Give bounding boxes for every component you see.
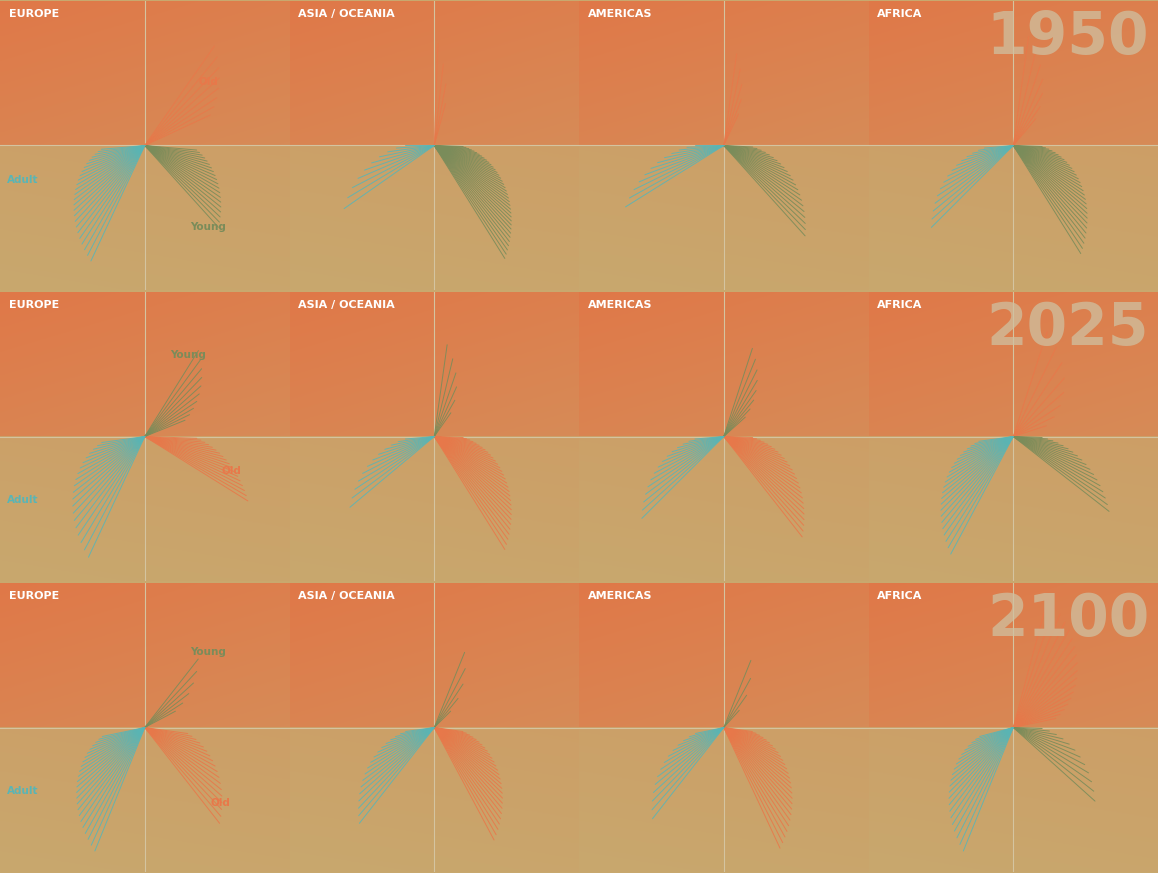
Text: ASIA / OCEANIA: ASIA / OCEANIA bbox=[299, 10, 395, 19]
Text: AMERICAS: AMERICAS bbox=[587, 300, 652, 311]
Text: Young: Young bbox=[191, 647, 226, 657]
Text: Young: Young bbox=[170, 350, 206, 361]
Text: Adult: Adult bbox=[7, 495, 39, 505]
Text: AMERICAS: AMERICAS bbox=[587, 591, 652, 601]
Text: Adult: Adult bbox=[7, 175, 39, 185]
Text: 1950: 1950 bbox=[987, 10, 1149, 66]
Text: EUROPE: EUROPE bbox=[9, 10, 59, 19]
Text: Young: Young bbox=[191, 222, 226, 231]
Text: EUROPE: EUROPE bbox=[9, 591, 59, 601]
Text: Adult: Adult bbox=[7, 787, 39, 796]
Text: AFRICA: AFRICA bbox=[878, 300, 923, 311]
Text: AMERICAS: AMERICAS bbox=[587, 10, 652, 19]
Text: Old: Old bbox=[198, 77, 219, 86]
Text: ASIA / OCEANIA: ASIA / OCEANIA bbox=[299, 591, 395, 601]
Text: 2100: 2100 bbox=[987, 591, 1149, 649]
Text: 2025: 2025 bbox=[987, 300, 1149, 357]
Text: EUROPE: EUROPE bbox=[9, 300, 59, 311]
Text: ASIA / OCEANIA: ASIA / OCEANIA bbox=[299, 300, 395, 311]
Text: Old: Old bbox=[221, 466, 242, 477]
Text: Old: Old bbox=[210, 798, 230, 808]
Text: AFRICA: AFRICA bbox=[878, 10, 923, 19]
Text: AFRICA: AFRICA bbox=[878, 591, 923, 601]
